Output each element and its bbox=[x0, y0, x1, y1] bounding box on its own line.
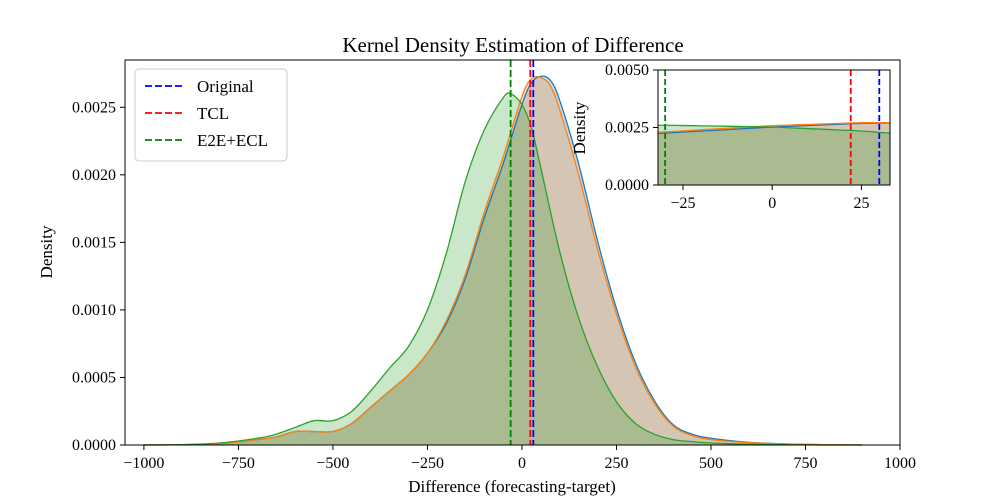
density-fill-2 bbox=[143, 92, 863, 445]
density-curve-1 bbox=[143, 75, 863, 446]
legend-box bbox=[134, 68, 288, 162]
y-tick-label: 0.0010 bbox=[72, 302, 116, 319]
chart-title: Kernel Density Estimation of Difference bbox=[342, 33, 683, 57]
inset-fill-1 bbox=[658, 122, 890, 185]
inset-y-tick-label: 0.0000 bbox=[605, 177, 649, 194]
inset-y-axis: 0.0000 0.0025 0.0050 bbox=[605, 62, 658, 194]
inset-y-tick-label: 0.0050 bbox=[605, 62, 649, 79]
inset-mean-lines bbox=[664, 70, 881, 185]
legend-label-2: E2E+ECL bbox=[197, 131, 268, 150]
density-fill-0 bbox=[143, 76, 863, 445]
y-tick-label: 0.0005 bbox=[72, 369, 116, 386]
density-fill-1 bbox=[143, 76, 863, 445]
inset-curve-1 bbox=[657, 121, 891, 133]
legend-label-0: Original bbox=[197, 77, 254, 96]
main-density-lines bbox=[143, 75, 863, 446]
inset-y-tick-label: 0.0025 bbox=[605, 120, 649, 137]
y-tick-label: 0.0025 bbox=[72, 99, 116, 116]
inset-fill-2 bbox=[658, 125, 890, 185]
x-tick-label: 500 bbox=[699, 455, 723, 472]
x-tick-label: 250 bbox=[604, 455, 628, 472]
main-mean-lines bbox=[509, 60, 535, 445]
y-tick-label: 0.0015 bbox=[72, 234, 116, 251]
inset-x-axis: −25 0 25 bbox=[670, 185, 869, 212]
inset-x-tick-label: −25 bbox=[670, 195, 695, 212]
y-tick-label: 0.0000 bbox=[72, 437, 116, 454]
y-axis-title: Density bbox=[37, 225, 56, 278]
x-axis-title: Difference (forecasting-target) bbox=[408, 477, 616, 496]
inset-density-lines bbox=[657, 121, 891, 135]
x-tick-label: −500 bbox=[316, 455, 349, 472]
inset-x-tick-label: 0 bbox=[768, 195, 776, 212]
x-tick-label: 0 bbox=[518, 455, 526, 472]
inset-plot: −25 0 25 0.0000 0.0025 0.0050 Density bbox=[570, 62, 891, 212]
inset-curve-2 bbox=[657, 124, 891, 134]
inset-fill-0 bbox=[658, 122, 890, 185]
inset-density-fills bbox=[658, 122, 890, 185]
x-tick-label: −250 bbox=[411, 455, 444, 472]
x-tick-label: 750 bbox=[793, 455, 817, 472]
legend: Original TCL E2E+ECL bbox=[134, 68, 288, 162]
legend-label-1: TCL bbox=[197, 104, 229, 123]
inset-y-axis-title: Density bbox=[570, 101, 589, 154]
main-y-axis: 0.0000 0.0005 0.0010 0.0015 0.0020 0.0025 bbox=[72, 99, 125, 454]
main-plot-frame bbox=[124, 59, 901, 446]
x-tick-label: −750 bbox=[222, 455, 255, 472]
main-density-fills bbox=[143, 76, 863, 445]
density-curve-2 bbox=[143, 92, 863, 446]
x-tick-label: −1000 bbox=[123, 455, 164, 472]
x-tick-label: 1000 bbox=[884, 455, 916, 472]
main-x-axis: −1000 −750 −500 −250 0 250 500 750 1000 bbox=[123, 445, 916, 472]
inset-x-tick-label: 25 bbox=[853, 195, 869, 212]
y-tick-label: 0.0020 bbox=[72, 167, 116, 184]
